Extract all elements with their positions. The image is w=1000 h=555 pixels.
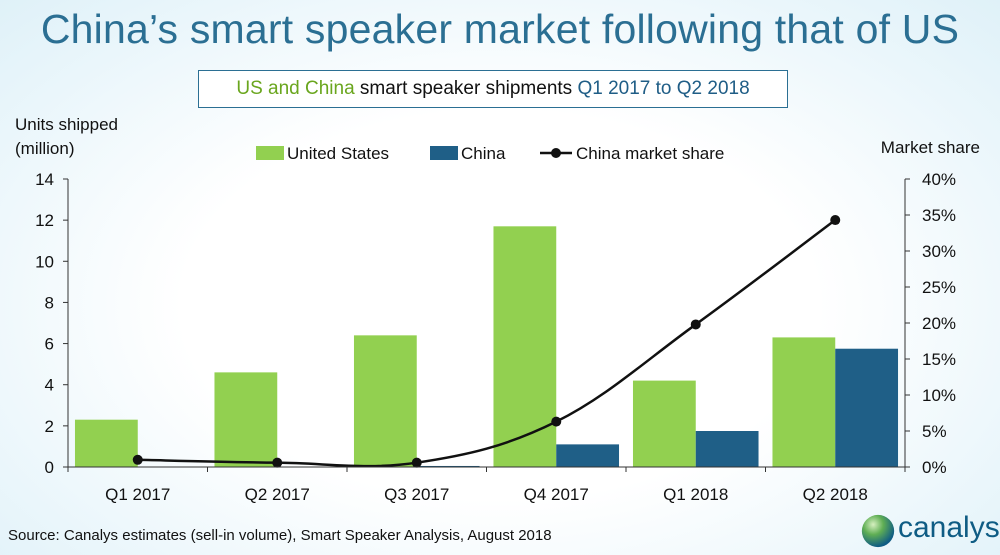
headline: China’s smart speaker market following t… — [40, 6, 960, 52]
legend-label-china-market-share: China market share — [576, 144, 724, 163]
y2-axis-title: Market share — [881, 138, 980, 157]
x-tick-label: Q2 2017 — [245, 485, 310, 504]
bar-china — [556, 444, 620, 467]
bar-china — [835, 348, 899, 467]
chart-subtitle: US and China smart speaker shipments Q1 … — [198, 70, 788, 108]
y2-tick-label: 10% — [922, 386, 956, 405]
y-tick-label: 12 — [35, 211, 54, 230]
y-tick-label: 10 — [35, 252, 54, 271]
marker-china-market-share — [551, 416, 562, 427]
bar-china — [695, 431, 759, 467]
y-axis-title-line2: (million) — [15, 139, 75, 158]
y2-tick-label: 35% — [922, 206, 956, 225]
marker-china-market-share — [132, 454, 143, 465]
x-tick-label: Q2 2018 — [803, 485, 868, 504]
logo-text: canalys — [898, 511, 1000, 544]
y2-tick-label: 20% — [922, 314, 956, 333]
marker-china-market-share — [272, 457, 283, 468]
y2-tick-label: 40% — [922, 170, 956, 189]
subtitle-middle: smart speaker shipments — [354, 78, 578, 99]
x-tick-label: Q3 2017 — [384, 485, 449, 504]
subtitle-countries: US and China — [236, 78, 355, 99]
marker-china-market-share — [690, 319, 701, 330]
x-tick-label: Q1 2018 — [663, 485, 728, 504]
y-tick-label: 8 — [45, 293, 54, 312]
y2-tick-label: 25% — [922, 278, 956, 297]
y-tick-label: 0 — [45, 458, 54, 477]
x-tick-label: Q1 2017 — [105, 485, 170, 504]
bar-united-states — [493, 226, 557, 467]
marker-china-market-share — [411, 457, 422, 468]
bar-united-states — [632, 380, 696, 467]
canalys-globe-icon — [861, 514, 895, 548]
subtitle-period: Q1 2017 to Q2 2018 — [577, 78, 750, 99]
line-china-market-share — [137, 219, 836, 468]
legend-swatch-united-states — [256, 146, 284, 160]
y-tick-label: 4 — [45, 376, 54, 395]
source-note: Source: Canalys estimates (sell-in volum… — [8, 527, 552, 544]
bar-united-states — [772, 337, 836, 467]
legend-marker-china-market-share — [551, 148, 561, 158]
legend-label-united-states: United States — [287, 144, 389, 163]
y2-tick-label: 0% — [922, 458, 947, 477]
bar-united-states — [214, 372, 278, 467]
y2-tick-label: 15% — [922, 350, 956, 369]
legend-swatch-china — [430, 146, 458, 160]
y-tick-label: 14 — [35, 170, 54, 189]
y2-tick-label: 5% — [922, 422, 947, 441]
marker-china-market-share — [830, 215, 841, 226]
y-axis-title-line1: Units shipped — [15, 115, 118, 134]
y2-tick-label: 30% — [922, 242, 956, 261]
legend-label-china: China — [461, 144, 506, 163]
bar-united-states — [74, 419, 138, 467]
y-tick-label: 6 — [45, 335, 54, 354]
y-tick-label: 2 — [45, 417, 54, 436]
x-tick-label: Q4 2017 — [524, 485, 589, 504]
bar-united-states — [353, 335, 417, 467]
bar-china — [416, 465, 480, 467]
